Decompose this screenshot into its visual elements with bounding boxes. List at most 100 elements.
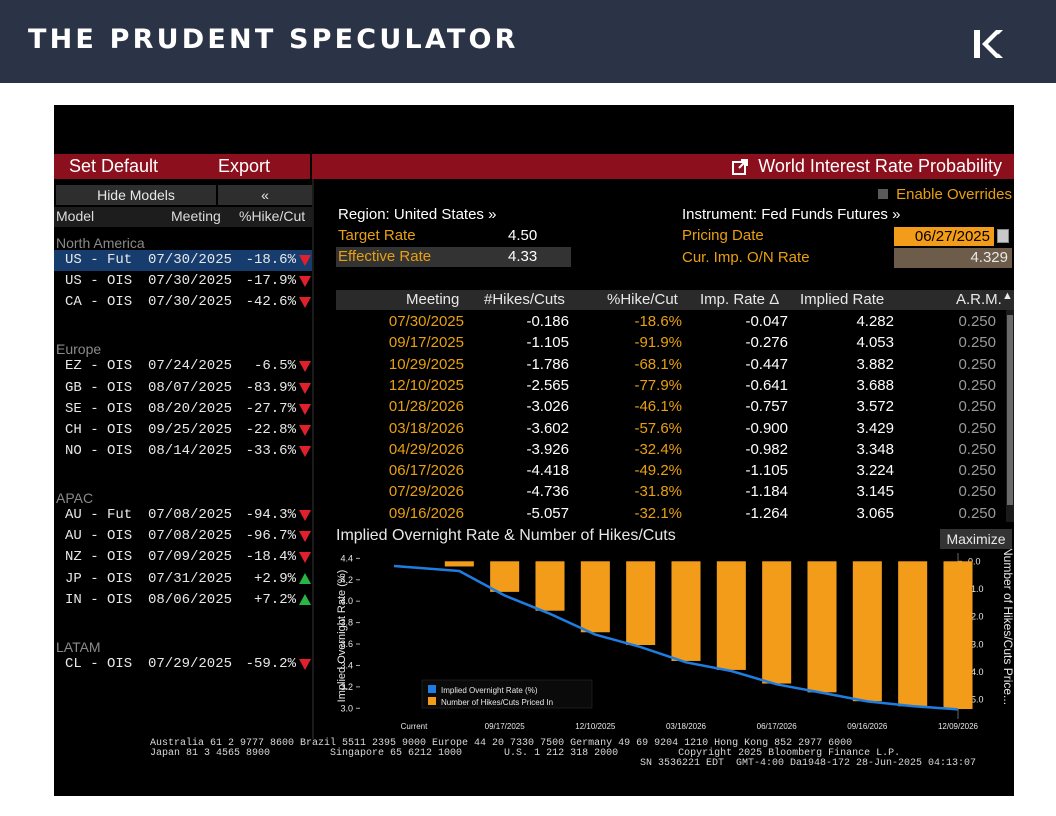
model-row[interactable]: AU - Fut 07/08/2025 -94.3%: [54, 505, 312, 526]
model-row[interactable]: EZ - OIS 07/24/2025 -6.5%: [54, 356, 312, 377]
table-row[interactable]: 06/17/2026 -4.418 -49.2% -1.105 3.224 0.250: [336, 461, 1006, 482]
col-model[interactable]: Model: [56, 208, 95, 224]
x-tick-label: 09/17/2025: [485, 722, 526, 731]
row-meeting: 10/29/2025: [388, 355, 464, 373]
implied-rate-line: [393, 564, 959, 711]
row-hikes-cuts: -5.057: [526, 504, 569, 522]
legend-swatch-line: [428, 685, 436, 693]
model-meeting: 07/31/2025: [148, 571, 233, 587]
footer-line-3: SN 3536221 EDT GMT-4:00 Da1948-172 28-Ju…: [640, 758, 977, 769]
model-row[interactable]: CL - OIS 07/29/2025 -59.2%: [54, 654, 312, 675]
bar: [580, 561, 610, 633]
row-arm: 0.250: [958, 440, 996, 458]
th-imp-rate-delta[interactable]: Imp. Rate Δ: [700, 291, 780, 308]
model-meeting: 07/30/2025: [148, 294, 233, 310]
pricing-date-input[interactable]: 06/27/2025: [894, 227, 994, 246]
row-hike-cut: -31.8%: [634, 483, 682, 501]
model-name: GB - OIS: [65, 380, 133, 396]
bar: [671, 561, 701, 661]
col-meeting[interactable]: Meeting: [171, 208, 221, 224]
effective-rate-value: 4.33: [508, 248, 538, 265]
table-row[interactable]: 07/30/2025 -0.186 -18.6% -0.047 4.282 0.250: [336, 312, 1006, 333]
maximize-button[interactable]: Maximize: [940, 529, 1012, 549]
external-link-icon[interactable]: [732, 159, 749, 175]
model-row[interactable]: NZ - OIS 07/09/2025 -18.4%: [54, 547, 312, 568]
export-button[interactable]: Export: [218, 156, 271, 176]
down-arrow-icon: [299, 510, 311, 521]
down-arrow-icon: [299, 276, 311, 287]
th-meeting[interactable]: Meeting: [406, 291, 460, 308]
col-hike-cut[interactable]: %Hike/Cut: [239, 208, 306, 224]
model-row[interactable]: GB - OIS 08/07/2025 -83.9%: [54, 378, 312, 399]
sort-up-icon[interactable]: ▲: [1002, 290, 1013, 302]
down-arrow-icon: [299, 531, 311, 542]
model-name: JP - OIS: [65, 571, 133, 587]
down-arrow-icon: [299, 552, 311, 563]
down-arrow-icon: [299, 383, 311, 394]
table-row[interactable]: 10/29/2025 -1.786 -68.1% -0.447 3.882 0.250: [336, 355, 1006, 376]
row-meeting: 07/30/2025: [388, 313, 464, 330]
th-hike-cut[interactable]: %Hike/Cut: [607, 291, 678, 308]
collapse-panel-button[interactable]: «: [218, 185, 312, 205]
model-pct: -42.6%: [245, 294, 296, 310]
row-meeting: 04/29/2026: [388, 440, 464, 458]
model-row[interactable]: US - OIS 07/30/2025 -17.9%: [54, 271, 312, 292]
terminal-footer: Australia 61 2 9777 8600 Brazil 5511 239…: [150, 739, 1014, 769]
y-tick-label: 3.4: [340, 660, 353, 670]
model-name: SE - OIS: [65, 401, 133, 417]
function-title[interactable]: World Interest Rate Probability: [732, 154, 1002, 179]
chart-title: Implied Overnight Rate & Number of Hikes…: [336, 527, 676, 544]
x-tick-label: 12/09/2026: [938, 722, 979, 731]
checkbox-box-icon[interactable]: [878, 189, 889, 199]
row-arm: 0.250: [958, 376, 996, 394]
row-hike-cut: -91.9%: [634, 334, 682, 352]
rate-detail-panel: Enable Overrides Region: United States »…: [336, 183, 1014, 738]
table-scrollbar-thumb[interactable]: [1007, 315, 1013, 505]
table-row[interactable]: 09/17/2025 -1.105 -91.9% -0.276 4.053 0.250: [336, 333, 1006, 354]
model-row[interactable]: AU - OIS 07/08/2025 -96.7%: [54, 526, 312, 547]
model-pct: +2.9%: [253, 571, 296, 587]
target-rate-label: Target Rate: [338, 227, 416, 244]
set-default-button[interactable]: Set Default: [69, 156, 159, 176]
th-arm[interactable]: A.R.M.: [956, 291, 1002, 308]
row-hike-cut: -49.2%: [634, 462, 682, 480]
row-imp-rate-delta: -1.184: [745, 483, 788, 501]
table-row[interactable]: 09/16/2026 -5.057 -32.1% -1.264 3.065 0.250: [336, 504, 1006, 525]
model-row[interactable]: CA - OIS 07/30/2025 -42.6%: [54, 292, 312, 313]
bar: [762, 561, 792, 684]
row-arm: 0.250: [958, 355, 996, 373]
model-row[interactable]: CH - OIS 09/25/2025 -22.8%: [54, 420, 312, 441]
down-arrow-icon: [299, 446, 311, 457]
bar: [943, 561, 973, 710]
model-meeting: 08/07/2025: [148, 380, 233, 396]
x-tick-label: 03/18/2026: [666, 722, 707, 731]
bar: [490, 561, 520, 592]
model-row[interactable]: NO - OIS 08/14/2025 -33.6%: [54, 441, 312, 462]
table-row[interactable]: 01/28/2026 -3.026 -46.1% -0.757 3.572 0.250: [336, 397, 1006, 418]
row-hike-cut: -32.4%: [634, 440, 682, 458]
model-group-label: North America: [56, 235, 145, 251]
enable-overrides-checkbox[interactable]: Enable Overrides: [878, 186, 1012, 203]
model-row[interactable]: SE - OIS 08/20/2025 -27.7%: [54, 399, 312, 420]
bar: [716, 561, 746, 670]
row-implied-rate: 3.224: [856, 462, 894, 480]
row-imp-rate-delta: -0.982: [745, 440, 788, 458]
calendar-icon[interactable]: [997, 229, 1009, 243]
table-row[interactable]: 03/18/2026 -3.602 -57.6% -0.900 3.429 0.250: [336, 419, 1006, 440]
model-row[interactable]: US - Fut 07/30/2025 -18.6%: [54, 250, 312, 271]
region-selector[interactable]: Region: United States »: [338, 206, 497, 223]
th-hikes-cuts[interactable]: #Hikes/Cuts: [484, 291, 565, 308]
model-row[interactable]: IN - OIS 08/06/2025 +7.2%: [54, 590, 312, 611]
row-imp-rate-delta: -0.900: [745, 419, 788, 437]
row-implied-rate: 4.053: [856, 334, 894, 352]
table-row[interactable]: 07/29/2026 -4.736 -31.8% -1.184 3.145 0.250: [336, 482, 1006, 503]
row-hikes-cuts: -3.026: [526, 398, 569, 416]
model-row[interactable]: JP - OIS 07/31/2025 +2.9%: [54, 569, 312, 590]
table-row[interactable]: 04/29/2026 -3.926 -32.4% -0.982 3.348 0.250: [336, 440, 1006, 461]
th-implied-rate[interactable]: Implied Rate: [800, 291, 885, 308]
hide-models-button[interactable]: Hide Models: [56, 185, 216, 205]
instrument-selector[interactable]: Instrument: Fed Funds Futures »: [682, 206, 901, 223]
panel-divider[interactable]: [312, 179, 314, 739]
down-arrow-icon: [299, 255, 311, 266]
table-row[interactable]: 12/10/2025 -2.565 -77.9% -0.641 3.688 0.250: [336, 376, 1006, 397]
